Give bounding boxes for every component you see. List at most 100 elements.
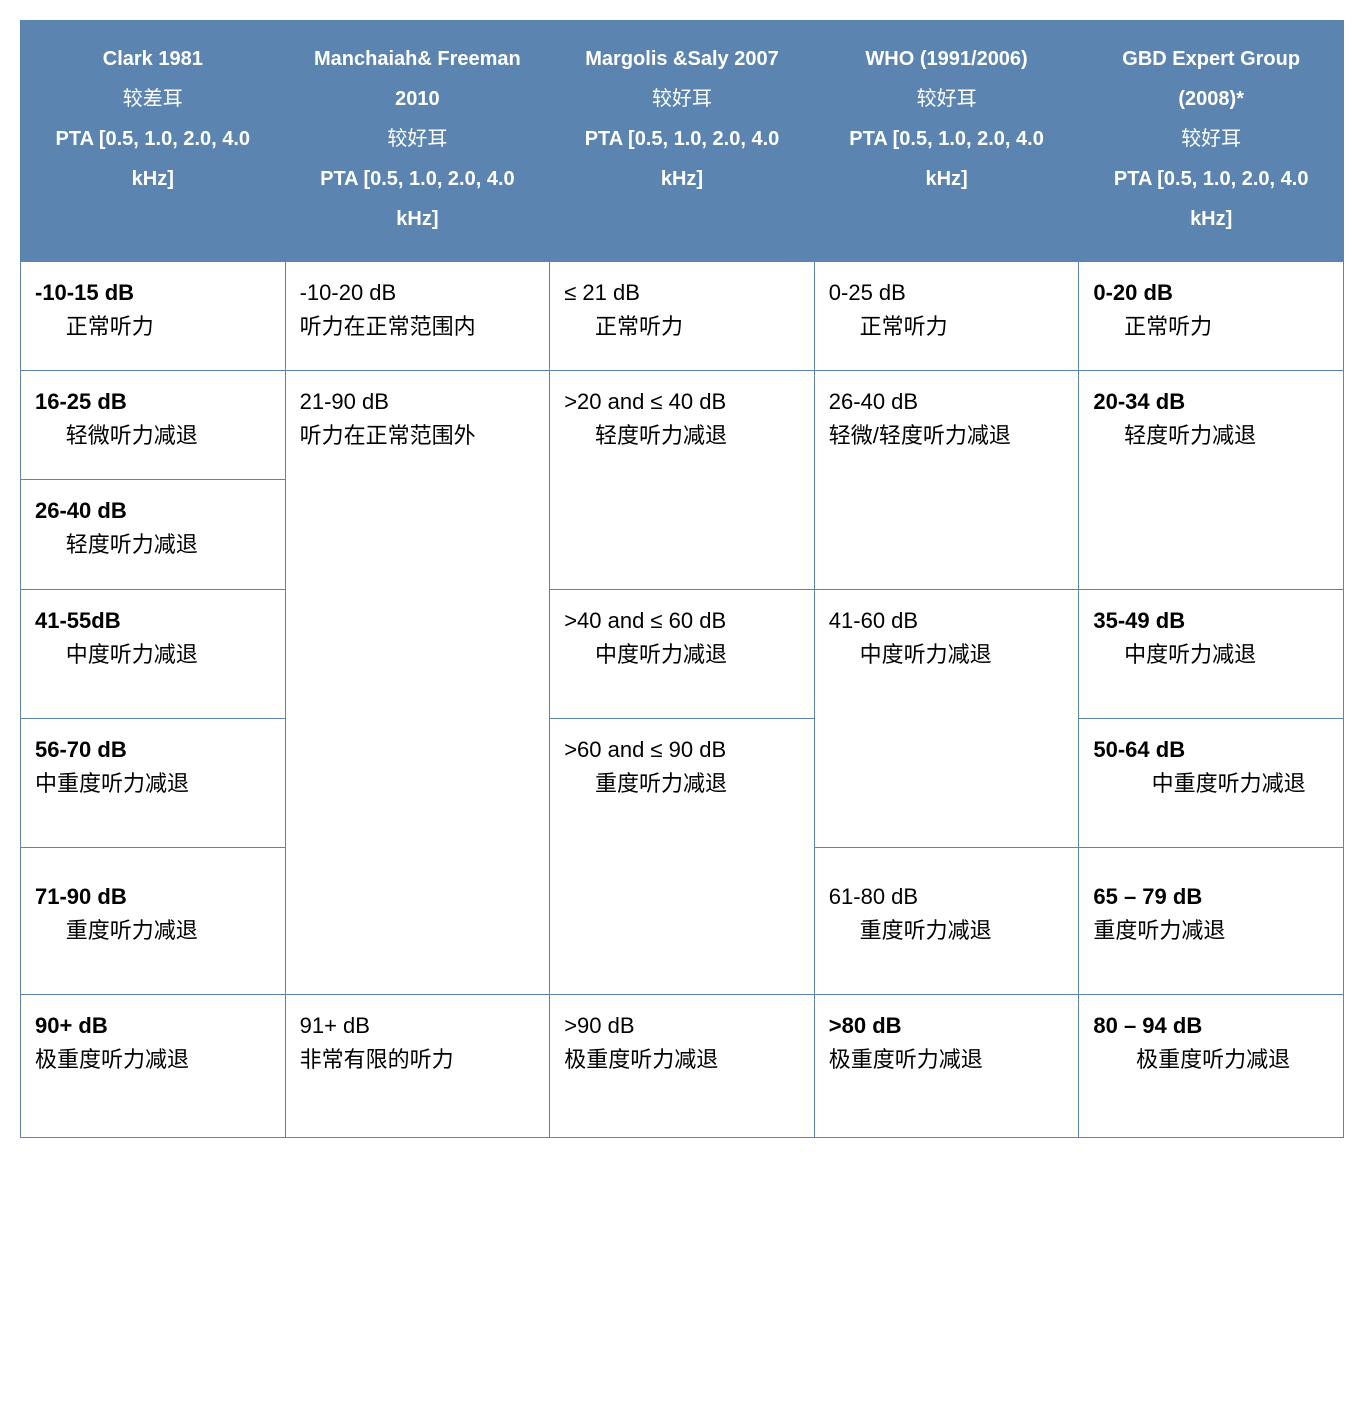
range-text: -10-20 dB bbox=[300, 276, 540, 310]
table-row: -10-15 dB 正常听力 -10-20 dB 听力在正常范围内 ≤ 21 d… bbox=[21, 262, 1344, 371]
range-text: >60 and ≤ 90 dB bbox=[564, 733, 804, 767]
label-text: 正常听力 bbox=[564, 310, 804, 344]
cell: 35-49 dB 中度听力减退 bbox=[1079, 589, 1344, 718]
range-text: >80 dB bbox=[829, 1009, 1069, 1043]
range-text: >20 and ≤ 40 dB bbox=[564, 385, 804, 419]
range-text: 71-90 dB bbox=[35, 880, 275, 914]
hearing-classification-table: Clark 1981 较差耳 PTA [0.5, 1.0, 2.0, 4.0 k… bbox=[20, 20, 1344, 1138]
cell: 21-90 dB 听力在正常范围外 bbox=[285, 371, 550, 995]
cell: >40 and ≤ 60 dB 中度听力减退 bbox=[550, 589, 815, 718]
label-text: 中重度听力减退 bbox=[1093, 767, 1333, 801]
label-text: 中重度听力减退 bbox=[35, 767, 275, 801]
label-text: 极重度听力减退 bbox=[1093, 1043, 1333, 1077]
range-text: 91+ dB bbox=[300, 1009, 540, 1043]
col-pta: PTA [0.5, 1.0, 2.0, 4.0 kHz] bbox=[829, 119, 1065, 199]
label-text: 非常有限的听力 bbox=[300, 1043, 540, 1077]
col-ear: 较好耳 bbox=[564, 79, 800, 119]
cell: -10-20 dB 听力在正常范围内 bbox=[285, 262, 550, 371]
col-pta: PTA [0.5, 1.0, 2.0, 4.0 kHz] bbox=[1093, 159, 1329, 239]
range-text: >40 and ≤ 60 dB bbox=[564, 604, 804, 638]
label-text: 听力在正常范围外 bbox=[300, 419, 540, 453]
col-title: GBD Expert Group (2008)* bbox=[1093, 39, 1329, 119]
cell: 71-90 dB 重度听力减退 bbox=[21, 847, 286, 994]
label-text: 中度听力减退 bbox=[564, 638, 804, 672]
col-title: Manchaiah& Freeman 2010 bbox=[300, 39, 536, 119]
table: Clark 1981 较差耳 PTA [0.5, 1.0, 2.0, 4.0 k… bbox=[20, 20, 1344, 1138]
range-text: 21-90 dB bbox=[300, 385, 540, 419]
label-text: 重度听力减退 bbox=[564, 767, 804, 801]
col-header-3: WHO (1991/2006) 较好耳 PTA [0.5, 1.0, 2.0, … bbox=[814, 21, 1079, 262]
table-row: 56-70 dB 中重度听力减退 >60 and ≤ 90 dB 重度听力减退 … bbox=[21, 718, 1344, 847]
label-text: 轻度听力减退 bbox=[564, 419, 804, 453]
col-title: Margolis &Saly 2007 bbox=[564, 39, 800, 79]
cell: 91+ dB 非常有限的听力 bbox=[285, 995, 550, 1138]
cell: 0-20 dB 正常听力 bbox=[1079, 262, 1344, 371]
cell: >90 dB 极重度听力减退 bbox=[550, 995, 815, 1138]
col-ear: 较好耳 bbox=[829, 79, 1065, 119]
label-text: 听力在正常范围内 bbox=[300, 310, 540, 344]
range-text: 0-20 dB bbox=[1093, 276, 1333, 310]
range-text: 65 – 79 dB bbox=[1093, 880, 1333, 914]
range-text: 56-70 dB bbox=[35, 733, 275, 767]
col-header-1: Manchaiah& Freeman 2010 较好耳 PTA [0.5, 1.… bbox=[285, 21, 550, 262]
label-text: 轻度听力减退 bbox=[1093, 419, 1333, 453]
range-text: 35-49 dB bbox=[1093, 604, 1333, 638]
label-text: 中度听力减退 bbox=[829, 638, 1069, 672]
col-ear: 较好耳 bbox=[300, 119, 536, 159]
cell: 50-64 dB 中重度听力减退 bbox=[1079, 718, 1344, 847]
label-text: 正常听力 bbox=[1093, 310, 1333, 344]
col-ear: 较好耳 bbox=[1093, 119, 1329, 159]
cell: 41-55dB 中度听力减退 bbox=[21, 589, 286, 718]
range-text: 80 – 94 dB bbox=[1093, 1009, 1333, 1043]
cell: 41-60 dB 中度听力减退 bbox=[814, 589, 1079, 847]
cell: >80 dB 极重度听力减退 bbox=[814, 995, 1079, 1138]
col-header-2: Margolis &Saly 2007 较好耳 PTA [0.5, 1.0, 2… bbox=[550, 21, 815, 262]
range-text: 20-34 dB bbox=[1093, 385, 1333, 419]
cell: 80 – 94 dB 极重度听力减退 bbox=[1079, 995, 1344, 1138]
table-row: 90+ dB 极重度听力减退 91+ dB 非常有限的听力 >90 dB 极重度… bbox=[21, 995, 1344, 1138]
cell: >20 and ≤ 40 dB 轻度听力减退 bbox=[550, 371, 815, 589]
range-text: -10-15 dB bbox=[35, 276, 275, 310]
cell: 26-40 dB 轻度听力减退 bbox=[21, 480, 286, 589]
cell: 65 – 79 dB 重度听力减退 bbox=[1079, 847, 1344, 994]
label-text: 轻度听力减退 bbox=[35, 528, 275, 562]
col-pta: PTA [0.5, 1.0, 2.0, 4.0 kHz] bbox=[35, 119, 271, 199]
col-header-0: Clark 1981 较差耳 PTA [0.5, 1.0, 2.0, 4.0 k… bbox=[21, 21, 286, 262]
header-row: Clark 1981 较差耳 PTA [0.5, 1.0, 2.0, 4.0 k… bbox=[21, 21, 1344, 262]
range-text: >90 dB bbox=[564, 1009, 804, 1043]
col-header-4: GBD Expert Group (2008)* 较好耳 PTA [0.5, 1… bbox=[1079, 21, 1344, 262]
range-text: 0-25 dB bbox=[829, 276, 1069, 310]
cell: -10-15 dB 正常听力 bbox=[21, 262, 286, 371]
range-text: 26-40 dB bbox=[829, 385, 1069, 419]
table-row: 41-55dB 中度听力减退 >40 and ≤ 60 dB 中度听力减退 41… bbox=[21, 589, 1344, 718]
label-text: 重度听力减退 bbox=[1093, 914, 1333, 948]
label-text: 中度听力减退 bbox=[1093, 638, 1333, 672]
table-row: 16-25 dB 轻微听力减退 21-90 dB 听力在正常范围外 >20 an… bbox=[21, 371, 1344, 480]
cell: 90+ dB 极重度听力减退 bbox=[21, 995, 286, 1138]
label-text: 轻微听力减退 bbox=[35, 419, 275, 453]
cell: 20-34 dB 轻度听力减退 bbox=[1079, 371, 1344, 589]
range-text: 16-25 dB bbox=[35, 385, 275, 419]
range-text: 41-60 dB bbox=[829, 604, 1069, 638]
cell: 61-80 dB 重度听力减退 bbox=[814, 847, 1079, 994]
label-text: 重度听力减退 bbox=[35, 914, 275, 948]
range-text: ≤ 21 dB bbox=[564, 276, 804, 310]
col-title: WHO (1991/2006) bbox=[829, 39, 1065, 79]
label-text: 极重度听力减退 bbox=[829, 1043, 1069, 1077]
range-text: 90+ dB bbox=[35, 1009, 275, 1043]
label-text: 极重度听力减退 bbox=[35, 1043, 275, 1077]
range-text: 26-40 dB bbox=[35, 494, 275, 528]
cell: ≤ 21 dB 正常听力 bbox=[550, 262, 815, 371]
label-text: 正常听力 bbox=[829, 310, 1069, 344]
range-text: 50-64 dB bbox=[1093, 733, 1333, 767]
label-text: 正常听力 bbox=[35, 310, 275, 344]
cell: 0-25 dB 正常听力 bbox=[814, 262, 1079, 371]
label-text: 重度听力减退 bbox=[829, 914, 1069, 948]
range-text: 41-55dB bbox=[35, 604, 275, 638]
cell: 56-70 dB 中重度听力减退 bbox=[21, 718, 286, 847]
label-text: 轻微/轻度听力减退 bbox=[829, 419, 1069, 453]
col-pta: PTA [0.5, 1.0, 2.0, 4.0 kHz] bbox=[564, 119, 800, 199]
range-text: 61-80 dB bbox=[829, 880, 1069, 914]
cell: >60 and ≤ 90 dB 重度听力减退 bbox=[550, 718, 815, 994]
cell: 16-25 dB 轻微听力减退 bbox=[21, 371, 286, 480]
